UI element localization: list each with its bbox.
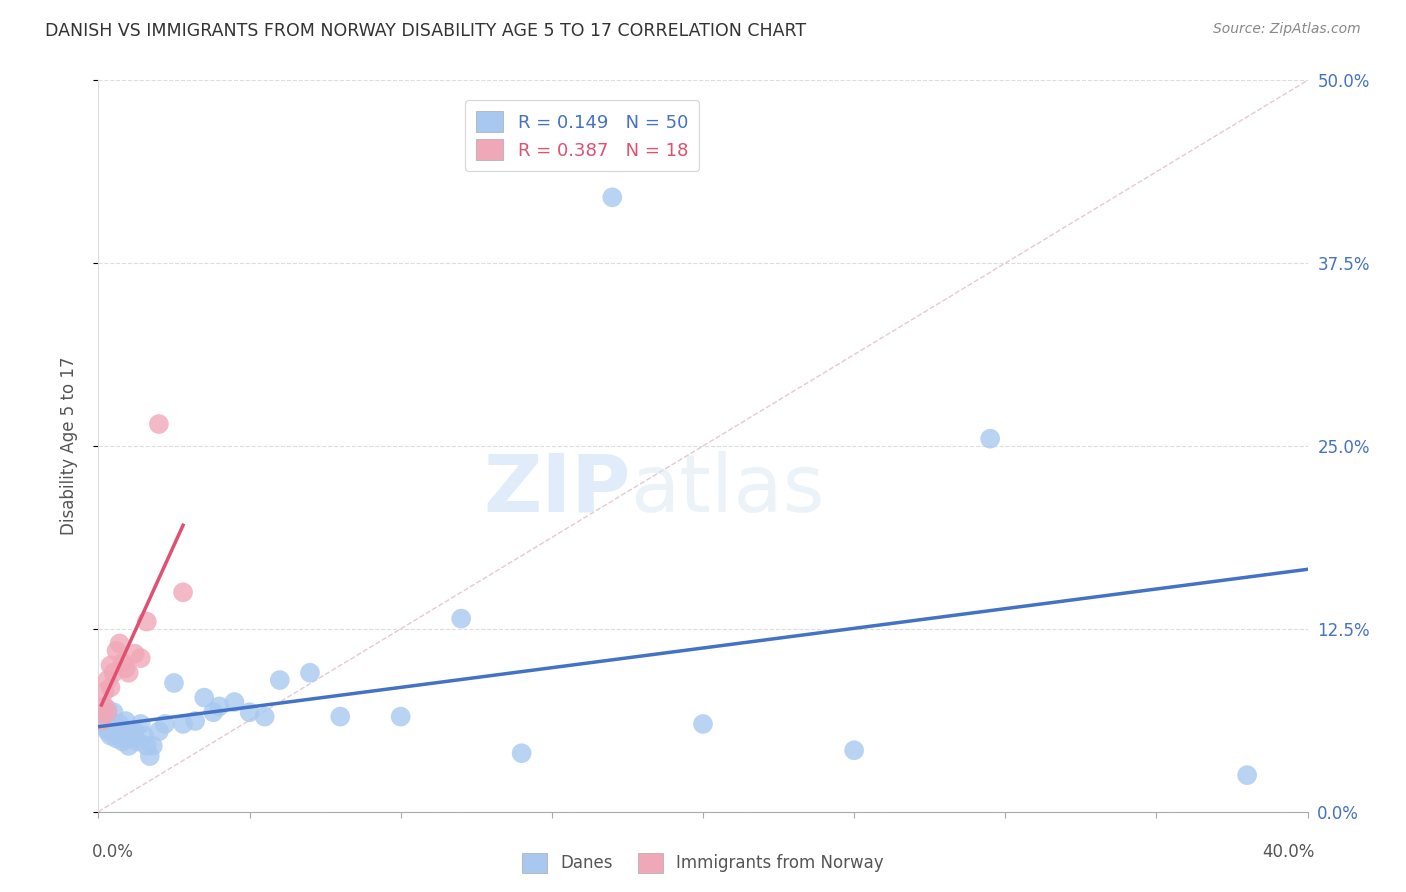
Legend: R = 0.149   N = 50, R = 0.387   N = 18: R = 0.149 N = 50, R = 0.387 N = 18 — [465, 100, 699, 171]
Point — [100, 714, 122, 728]
Point — [96, 673, 118, 687]
Point — [208, 699, 231, 714]
Point — [96, 724, 118, 739]
Point — [100, 658, 122, 673]
Point — [450, 612, 472, 626]
Point — [139, 749, 162, 764]
Point — [105, 731, 128, 746]
Point — [239, 705, 262, 719]
Point — [96, 705, 118, 719]
Point — [127, 734, 149, 748]
Point — [118, 724, 141, 739]
Point — [114, 714, 136, 728]
Point — [114, 661, 136, 675]
Point — [114, 731, 136, 746]
Point — [108, 636, 131, 650]
Point — [202, 705, 225, 719]
Point — [253, 709, 276, 723]
Point — [510, 746, 533, 760]
Point — [163, 676, 186, 690]
Text: atlas: atlas — [630, 450, 825, 529]
Point — [111, 734, 134, 748]
Point — [184, 714, 207, 728]
Point — [103, 705, 125, 719]
Point — [224, 695, 246, 709]
Legend: Danes, Immigrants from Norway: Danes, Immigrants from Norway — [516, 847, 890, 880]
Point — [96, 702, 118, 716]
Text: ZIP: ZIP — [484, 450, 630, 529]
Point — [135, 615, 157, 629]
Point — [135, 739, 157, 753]
Text: Source: ZipAtlas.com: Source: ZipAtlas.com — [1213, 22, 1361, 37]
Point — [329, 709, 352, 723]
Point — [1236, 768, 1258, 782]
Point — [124, 647, 146, 661]
Point — [979, 432, 1001, 446]
Point — [108, 729, 131, 743]
Point — [389, 709, 412, 723]
Point — [118, 739, 141, 753]
Point — [602, 190, 624, 204]
Point — [111, 724, 134, 739]
Text: DANISH VS IMMIGRANTS FROM NORWAY DISABILITY AGE 5 TO 17 CORRELATION CHART: DANISH VS IMMIGRANTS FROM NORWAY DISABIL… — [45, 22, 806, 40]
Point — [124, 724, 146, 739]
Point — [269, 673, 291, 687]
Point — [93, 699, 115, 714]
Point — [129, 651, 152, 665]
Point — [100, 681, 122, 695]
Point — [172, 585, 194, 599]
Point — [193, 690, 215, 705]
Point — [111, 656, 134, 670]
Point — [100, 729, 122, 743]
Point — [103, 724, 125, 739]
Point — [148, 417, 170, 431]
Point — [129, 717, 152, 731]
Point — [692, 717, 714, 731]
Point — [153, 717, 176, 731]
Point — [108, 717, 131, 731]
Point — [93, 720, 115, 734]
Point — [96, 717, 118, 731]
Y-axis label: Disability Age 5 to 17: Disability Age 5 to 17 — [59, 357, 77, 535]
Point — [142, 739, 165, 753]
Point — [118, 665, 141, 680]
Point — [172, 717, 194, 731]
Point — [93, 709, 115, 723]
Point — [105, 720, 128, 734]
Point — [132, 729, 155, 743]
Point — [299, 665, 322, 680]
Point — [121, 731, 143, 746]
Text: 40.0%: 40.0% — [1263, 843, 1315, 861]
Point — [844, 743, 866, 757]
Point — [90, 714, 112, 728]
Point — [103, 665, 125, 680]
Point — [148, 724, 170, 739]
Point — [90, 717, 112, 731]
Point — [93, 685, 115, 699]
Text: 0.0%: 0.0% — [91, 843, 134, 861]
Point — [105, 644, 128, 658]
